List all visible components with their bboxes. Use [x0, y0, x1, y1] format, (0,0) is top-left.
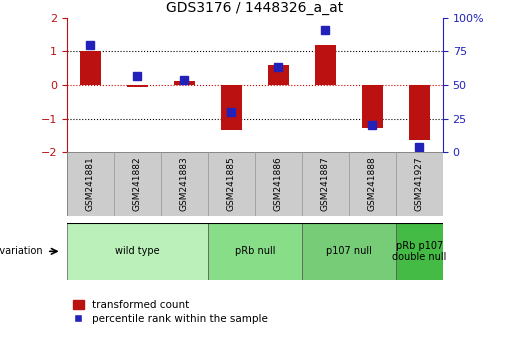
Bar — [208, 152, 255, 216]
Title: GDS3176 / 1448326_a_at: GDS3176 / 1448326_a_at — [166, 1, 344, 15]
Bar — [127, 85, 148, 87]
Text: GSM241883: GSM241883 — [180, 157, 189, 211]
Text: GSM241885: GSM241885 — [227, 157, 236, 211]
Text: GSM241881: GSM241881 — [86, 157, 95, 211]
Text: wild type: wild type — [115, 246, 160, 256]
Bar — [114, 152, 161, 216]
Bar — [396, 152, 443, 216]
Bar — [302, 152, 349, 216]
Text: p107 null: p107 null — [326, 246, 372, 256]
Bar — [208, 223, 302, 280]
Bar — [396, 223, 443, 280]
Bar — [80, 51, 101, 85]
Legend: transformed count, percentile rank within the sample: transformed count, percentile rank withi… — [69, 296, 272, 329]
Bar — [174, 81, 195, 85]
Bar — [302, 223, 396, 280]
Bar — [67, 223, 208, 280]
Bar — [268, 65, 289, 85]
Bar — [315, 45, 336, 85]
Text: GSM241882: GSM241882 — [133, 157, 142, 211]
Bar — [409, 85, 430, 141]
Text: GSM241886: GSM241886 — [274, 157, 283, 211]
Bar — [161, 152, 208, 216]
Text: GSM241888: GSM241888 — [368, 157, 377, 211]
Bar — [221, 85, 242, 130]
Bar — [67, 152, 114, 216]
Text: pRb p107
double null: pRb p107 double null — [392, 240, 447, 262]
Text: genotype/variation: genotype/variation — [0, 246, 43, 256]
Text: GSM241887: GSM241887 — [321, 157, 330, 211]
Bar — [255, 152, 302, 216]
Text: GSM241927: GSM241927 — [415, 157, 424, 211]
Bar — [362, 85, 383, 128]
Text: pRb null: pRb null — [235, 246, 275, 256]
Bar — [349, 152, 396, 216]
